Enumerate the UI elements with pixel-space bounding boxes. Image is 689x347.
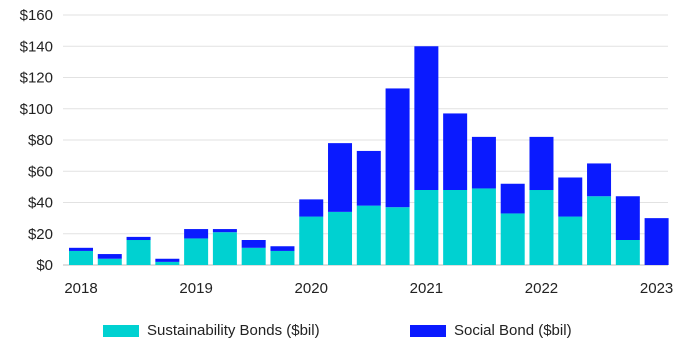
- y-tick-label: $80: [28, 132, 53, 149]
- bar-social: [414, 46, 439, 190]
- bar-social: [644, 218, 669, 266]
- bar-sustainability: [299, 216, 324, 265]
- bar-sustainability: [241, 247, 266, 265]
- x-tick-label: 2020: [295, 280, 328, 297]
- bar-sustainability: [615, 240, 640, 265]
- bar-social: [126, 236, 151, 241]
- bar-sustainability: [587, 196, 612, 265]
- bar-social: [587, 163, 612, 197]
- bar-social: [529, 136, 554, 191]
- x-tick-label: 2023: [640, 280, 673, 297]
- legend-item-sustainability: Sustainability Bonds ($bil): [103, 322, 320, 339]
- x-tick-label: 2019: [179, 280, 212, 297]
- bar-sustainability: [443, 190, 468, 265]
- bar-sustainability: [97, 258, 122, 265]
- bar-social: [155, 258, 180, 262]
- bar-sustainability: [328, 211, 353, 266]
- y-tick-label: $120: [20, 70, 53, 87]
- y-tick-label: $40: [28, 195, 53, 212]
- bar-sustainability: [184, 238, 209, 265]
- bar-social: [558, 177, 583, 217]
- bar-social: [500, 183, 525, 214]
- bar-sustainability: [270, 250, 295, 265]
- bar-sustainability: [69, 250, 93, 265]
- bar-sustainability: [500, 213, 525, 265]
- bar-social: [356, 150, 381, 206]
- bar-sustainability: [356, 205, 381, 266]
- x-tick-label: 2022: [525, 280, 558, 297]
- bar-social: [385, 88, 410, 208]
- bar-social: [184, 229, 209, 239]
- legend-swatch-social: [410, 324, 446, 337]
- y-tick-label: $140: [20, 38, 53, 55]
- bar-social: [328, 143, 353, 212]
- bar-sustainability: [529, 190, 554, 265]
- bar-social: [212, 229, 237, 233]
- x-tick-label: 2018: [64, 280, 97, 297]
- bar-social: [97, 254, 122, 259]
- bar-sustainability: [126, 240, 151, 265]
- y-tick-label: $100: [20, 101, 53, 118]
- bar-sustainability: [212, 232, 237, 265]
- legend-label-social: Social Bond ($bil): [454, 322, 572, 339]
- legend-label-sustainability: Sustainability Bonds ($bil): [147, 322, 320, 339]
- x-axis-tick-labels: 2018 2019 2020 2021 2022 2023: [64, 280, 673, 297]
- y-axis-tick-labels: $0 $20 $40 $60 $80 $100 $120 $140 $160: [20, 7, 53, 274]
- gridlines: [63, 14, 668, 266]
- y-tick-label: $60: [28, 163, 53, 180]
- bar-social: [270, 246, 295, 251]
- legend-swatch-sustainability: [103, 324, 139, 337]
- bar-social: [615, 196, 640, 240]
- bar-sustainability: [155, 261, 180, 266]
- y-tick-label: $20: [28, 226, 53, 243]
- legend: Sustainability Bonds ($bil) Social Bond …: [0, 322, 689, 342]
- bar-social: [299, 199, 324, 217]
- bar-social: [69, 247, 93, 251]
- bar-sustainability: [471, 188, 496, 265]
- y-tick-label: $160: [20, 7, 53, 24]
- bar-social: [471, 136, 496, 189]
- bar-sustainability: [558, 216, 583, 265]
- bar-sustainability: [385, 207, 410, 265]
- bars: [69, 46, 669, 266]
- x-tick-label: 2021: [410, 280, 443, 297]
- legend-item-social: Social Bond ($bil): [410, 322, 572, 339]
- bar-social: [443, 113, 468, 190]
- bar-social: [241, 240, 266, 248]
- y-tick-label: $0: [36, 257, 53, 274]
- bar-sustainability: [414, 190, 439, 265]
